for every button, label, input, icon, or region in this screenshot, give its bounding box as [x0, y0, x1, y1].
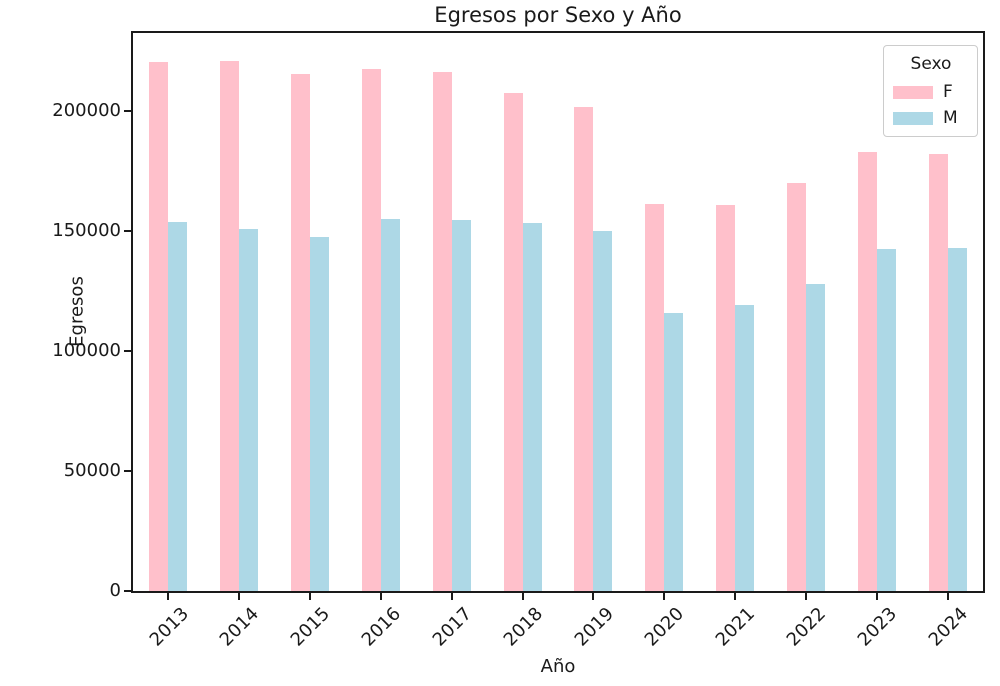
x-tick-label: 2018	[499, 603, 547, 651]
legend: Sexo F M	[883, 45, 978, 137]
bar-M-2015	[310, 237, 330, 591]
y-tick-mark	[124, 110, 131, 112]
bar-M-2024	[947, 248, 967, 591]
bar-F-2016	[361, 68, 381, 591]
bar-M-2018	[522, 223, 542, 591]
x-tick-mark	[804, 593, 807, 600]
bar-M-2022	[805, 284, 825, 591]
bar-F-2019	[574, 107, 594, 591]
x-tick-mark	[167, 593, 170, 600]
x-tick-label: 2014	[216, 603, 264, 651]
x-tick-label: 2020	[641, 603, 689, 651]
bar-M-2017	[451, 219, 471, 591]
bar-F-2024	[928, 153, 948, 591]
legend-swatch-m	[893, 111, 933, 125]
x-tick-mark	[379, 593, 382, 600]
legend-row-f: F	[893, 82, 969, 102]
x-tick-label: 2013	[145, 603, 193, 651]
plot-background	[133, 33, 983, 591]
x-tick-label: 2024	[924, 603, 972, 651]
x-tick-label: 2021	[711, 603, 760, 651]
bar-M-2021	[735, 304, 755, 591]
x-tick-mark	[238, 593, 241, 600]
y-tick-mark	[124, 590, 131, 592]
y-tick-mark	[124, 470, 131, 472]
x-tick-label: 2023	[853, 603, 901, 651]
y-tick-mark	[124, 350, 131, 352]
x-axis-label: Año	[540, 656, 576, 677]
chart-title: Egresos por Sexo y Año	[434, 3, 682, 27]
y-tick-label: 50000	[63, 460, 121, 481]
y-tick-label: 100000	[52, 340, 121, 361]
x-tick-mark	[734, 593, 737, 600]
x-tick-label: 2017	[428, 603, 476, 651]
bar-F-2013	[149, 62, 169, 591]
y-axis-label: Egresos	[66, 276, 88, 347]
legend-label-m: M	[943, 108, 958, 128]
legend-title: Sexo	[910, 54, 952, 74]
bar-F-2014	[220, 61, 240, 591]
bar-F-2023	[857, 152, 877, 591]
y-tick-label: 200000	[52, 100, 121, 121]
legend-swatch-f	[893, 85, 933, 99]
bar-F-2021	[716, 205, 736, 591]
x-tick-mark	[450, 593, 453, 600]
x-tick-label: 2022	[782, 603, 831, 651]
bar-F-2022	[786, 183, 806, 591]
x-tick-label: 2015	[286, 603, 335, 651]
bar-F-2015	[291, 73, 311, 591]
x-tick-mark	[592, 593, 595, 600]
y-tick-mark	[124, 230, 131, 232]
bar-M-2020	[664, 313, 684, 591]
bar-M-2019	[593, 231, 613, 591]
x-tick-label: 2016	[357, 603, 406, 651]
y-tick-label: 150000	[52, 220, 121, 241]
bar-F-2018	[503, 93, 523, 591]
x-tick-mark	[875, 593, 878, 600]
legend-label-f: F	[943, 82, 953, 102]
bar-F-2017	[432, 72, 452, 591]
x-tick-mark	[309, 593, 312, 600]
bar-M-2014	[239, 229, 259, 591]
x-tick-mark	[663, 593, 666, 600]
bar-F-2020	[645, 204, 665, 591]
x-tick-mark	[521, 593, 524, 600]
bar-M-2016	[380, 219, 400, 591]
y-tick-label: 0	[109, 580, 121, 601]
x-tick-mark	[946, 593, 949, 600]
legend-row-m: M	[893, 108, 969, 128]
bar-M-2013	[168, 221, 188, 591]
x-tick-label: 2019	[570, 603, 618, 651]
bar-M-2023	[876, 249, 896, 591]
